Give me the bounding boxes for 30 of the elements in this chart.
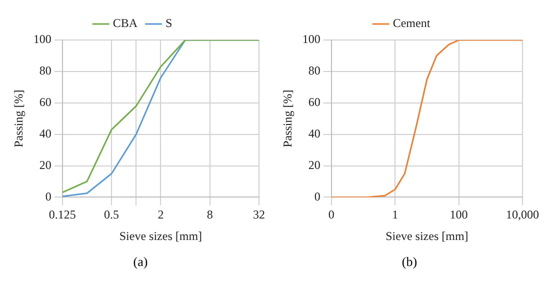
y-tick-label: 40 — [39, 126, 52, 140]
x-axis-title: Sieve sizes [mm] — [386, 228, 468, 243]
x-tick-label: 0 — [328, 208, 334, 222]
y-tick-label: 100 — [302, 32, 320, 46]
x-tick-label: 2 — [158, 208, 164, 222]
x-tick-label: 100 — [450, 208, 468, 222]
legend-label: CBA — [112, 16, 138, 30]
y-axis-title: Passing [%] — [11, 90, 26, 148]
y-tick-label: 40 — [308, 126, 320, 140]
x-tick-label: 10,000 — [506, 208, 539, 222]
y-tick-label: 0 — [314, 189, 320, 204]
legend-label: S — [166, 16, 172, 30]
y-tick-label: 100 — [33, 32, 52, 46]
x-tick-label: 1 — [392, 208, 398, 222]
y-tick-label: 80 — [308, 64, 320, 78]
y-tick-label: 20 — [308, 158, 320, 172]
text: (a) — [132, 254, 149, 270]
y-axis-title: Passing [%] — [280, 90, 294, 148]
x-tick-label: 0.125 — [48, 208, 76, 222]
y-tick-label: 60 — [39, 95, 52, 110]
x-tick-label: 8 — [206, 208, 213, 222]
y-tick-label: 0 — [45, 189, 52, 204]
legend-label: Cement — [392, 16, 431, 30]
y-tick-label: 60 — [308, 95, 320, 110]
text: (b) — [400, 254, 418, 270]
y-tick-label: 20 — [39, 158, 52, 172]
x-tick-label: 32 — [253, 208, 265, 222]
y-tick-label: 80 — [39, 64, 52, 78]
x-axis-title: Sieve sizes [mm] — [119, 228, 202, 243]
x-tick-label: 0.5 — [104, 208, 120, 222]
